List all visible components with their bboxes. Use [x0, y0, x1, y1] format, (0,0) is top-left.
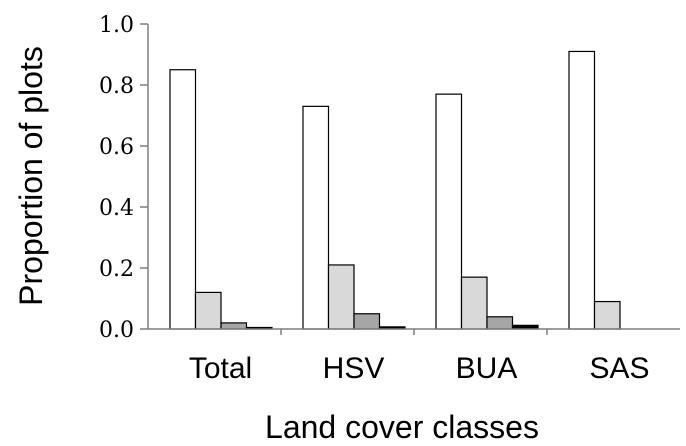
bar-total-series-3 — [220, 322, 248, 330]
x-ticks-group: Total HSV BUA SAS — [189, 329, 650, 385]
y-tick-label: 0.6 — [99, 135, 134, 160]
bar-hsv-series-3 — [353, 313, 381, 330]
bar-total-series-1 — [169, 69, 197, 330]
y-tick-label: 0.2 — [99, 257, 134, 282]
y-ticks-group: 0.0 0.2 0.4 0.6 0.8 1.0 — [99, 13, 148, 343]
bar-sas-series-1 — [568, 50, 596, 330]
x-category-label: BUA — [456, 352, 518, 385]
bar-sas-series-2 — [593, 300, 621, 330]
y-tick-label: 0.8 — [99, 74, 134, 99]
x-category-label: SAS — [589, 352, 649, 385]
y-tick-label: 1.0 — [99, 13, 134, 38]
bar-bua-series-2 — [460, 276, 488, 330]
x-category-label: HSV — [323, 352, 385, 385]
bar-bua-series-1 — [435, 93, 463, 330]
y-tick-label: 0.4 — [99, 196, 134, 221]
bar-bua-series-3 — [486, 316, 514, 330]
y-tick-label: 0.0 — [99, 318, 134, 343]
x-category-label: Total — [189, 352, 252, 385]
bar-hsv-series-2 — [327, 264, 355, 330]
bar-total-series-2 — [194, 291, 222, 330]
bar-hsv-series-1 — [302, 105, 330, 330]
y-axis-title: Proportion of plots — [13, 46, 49, 306]
x-axis-title: Land cover classes — [265, 409, 539, 445]
bars-group — [169, 50, 621, 330]
